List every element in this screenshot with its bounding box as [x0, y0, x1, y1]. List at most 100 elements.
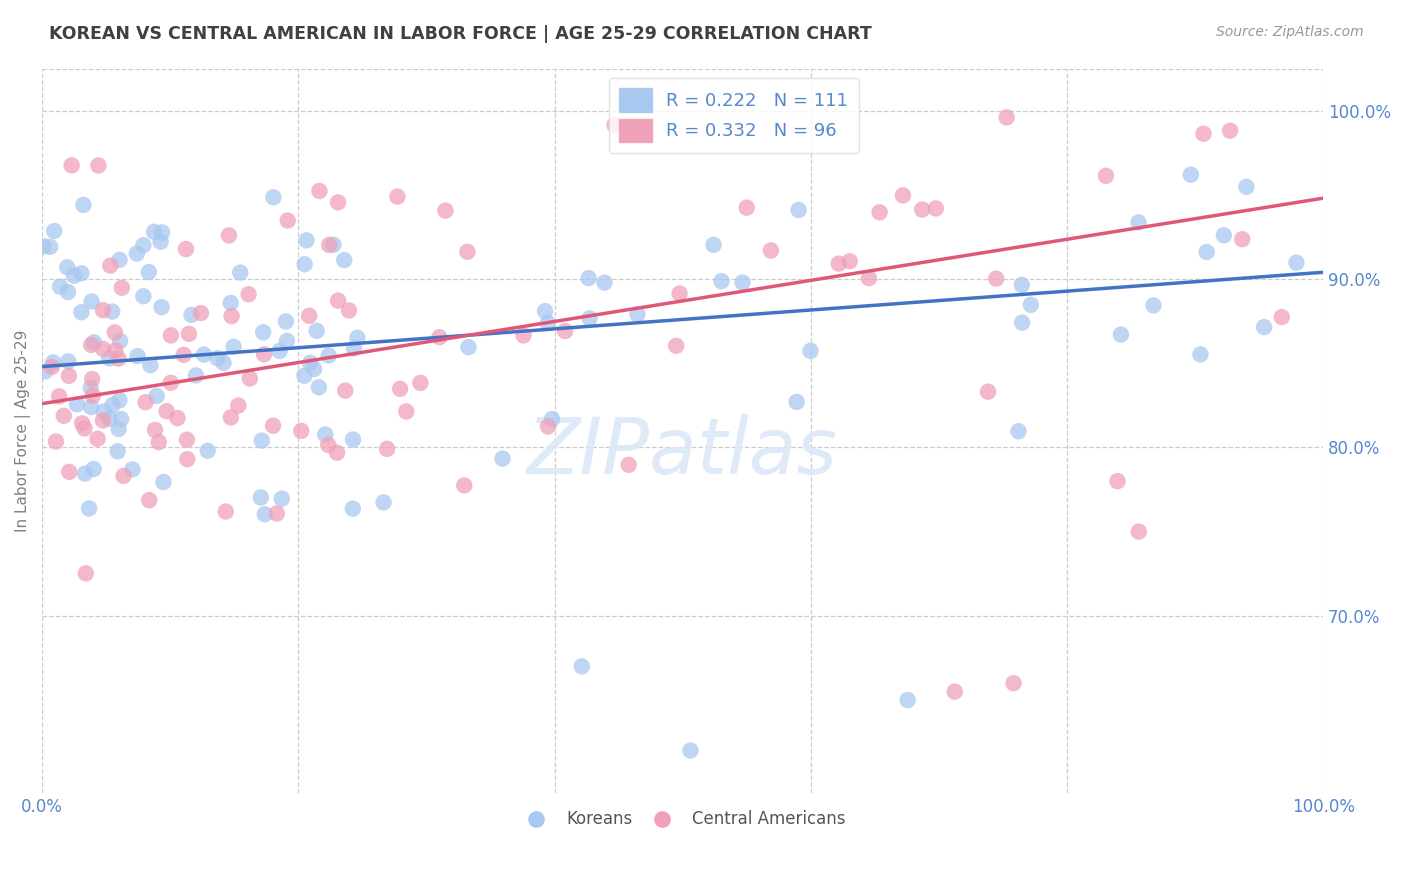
Point	[308, 184, 330, 198]
Point	[73, 467, 96, 481]
Point	[1128, 215, 1150, 229]
Point	[891, 188, 914, 202]
Point	[82, 372, 104, 386]
Point	[79, 381, 101, 395]
Point	[70, 266, 93, 280]
Point	[150, 226, 173, 240]
Point	[326, 293, 349, 308]
Point	[58, 354, 80, 368]
Point	[82, 388, 104, 402]
Point	[1011, 277, 1033, 292]
Point	[110, 412, 132, 426]
Point	[58, 465, 80, 479]
Point	[342, 433, 364, 447]
Point	[1002, 676, 1025, 690]
Point	[174, 242, 197, 256]
Point	[409, 376, 432, 390]
Point	[70, 305, 93, 319]
Point	[1011, 316, 1033, 330]
Point	[253, 347, 276, 361]
Point	[108, 334, 131, 348]
Point	[152, 475, 174, 489]
Point	[337, 303, 360, 318]
Point	[911, 202, 934, 217]
Point	[49, 279, 72, 293]
Point	[274, 314, 297, 328]
Point	[1180, 168, 1202, 182]
Point	[270, 491, 292, 506]
Point	[145, 389, 167, 403]
Point	[314, 427, 336, 442]
Point	[1007, 424, 1029, 438]
Point	[326, 446, 349, 460]
Point	[1192, 127, 1215, 141]
Text: Source: ZipAtlas.com: Source: ZipAtlas.com	[1216, 25, 1364, 39]
Point	[299, 356, 322, 370]
Point	[143, 423, 166, 437]
Point	[218, 228, 240, 243]
Point	[786, 395, 808, 409]
Point	[456, 244, 478, 259]
Point	[787, 202, 810, 217]
Point	[166, 411, 188, 425]
Point	[316, 438, 339, 452]
Point	[277, 213, 299, 227]
Point	[1109, 327, 1132, 342]
Point	[176, 433, 198, 447]
Point	[238, 287, 260, 301]
Point	[537, 419, 560, 434]
Point	[249, 491, 271, 505]
Point	[93, 404, 115, 418]
Point	[250, 434, 273, 448]
Point	[111, 281, 134, 295]
Point	[207, 351, 229, 366]
Point	[925, 202, 948, 216]
Point	[91, 303, 114, 318]
Point	[228, 399, 250, 413]
Point	[346, 331, 368, 345]
Point	[56, 260, 79, 275]
Point	[101, 398, 124, 412]
Point	[943, 684, 966, 698]
Point	[108, 252, 131, 267]
Point	[219, 410, 242, 425]
Point	[32, 239, 55, 253]
Point	[995, 111, 1018, 125]
Point	[197, 443, 219, 458]
Point	[239, 371, 262, 385]
Point	[48, 389, 70, 403]
Point	[986, 271, 1008, 285]
Point	[318, 238, 340, 252]
Point	[108, 393, 131, 408]
Point	[159, 376, 181, 390]
Point	[541, 412, 564, 426]
Point	[1142, 298, 1164, 312]
Point	[83, 335, 105, 350]
Point	[45, 434, 67, 449]
Point	[1285, 255, 1308, 269]
Point	[80, 338, 103, 352]
Point	[252, 326, 274, 340]
Point	[759, 244, 782, 258]
Point	[87, 159, 110, 173]
Point	[132, 238, 155, 252]
Point	[578, 311, 600, 326]
Point	[104, 326, 127, 340]
Point	[828, 257, 851, 271]
Point	[626, 307, 648, 321]
Point	[34, 364, 56, 378]
Point	[735, 201, 758, 215]
Point	[72, 198, 94, 212]
Point	[869, 205, 891, 219]
Point	[107, 351, 129, 366]
Point	[897, 693, 920, 707]
Point	[1253, 320, 1275, 334]
Point	[1232, 232, 1254, 246]
Point	[107, 422, 129, 436]
Point	[395, 404, 418, 418]
Point	[98, 259, 121, 273]
Point	[977, 384, 1000, 399]
Point	[554, 324, 576, 338]
Point	[679, 743, 702, 757]
Point	[176, 452, 198, 467]
